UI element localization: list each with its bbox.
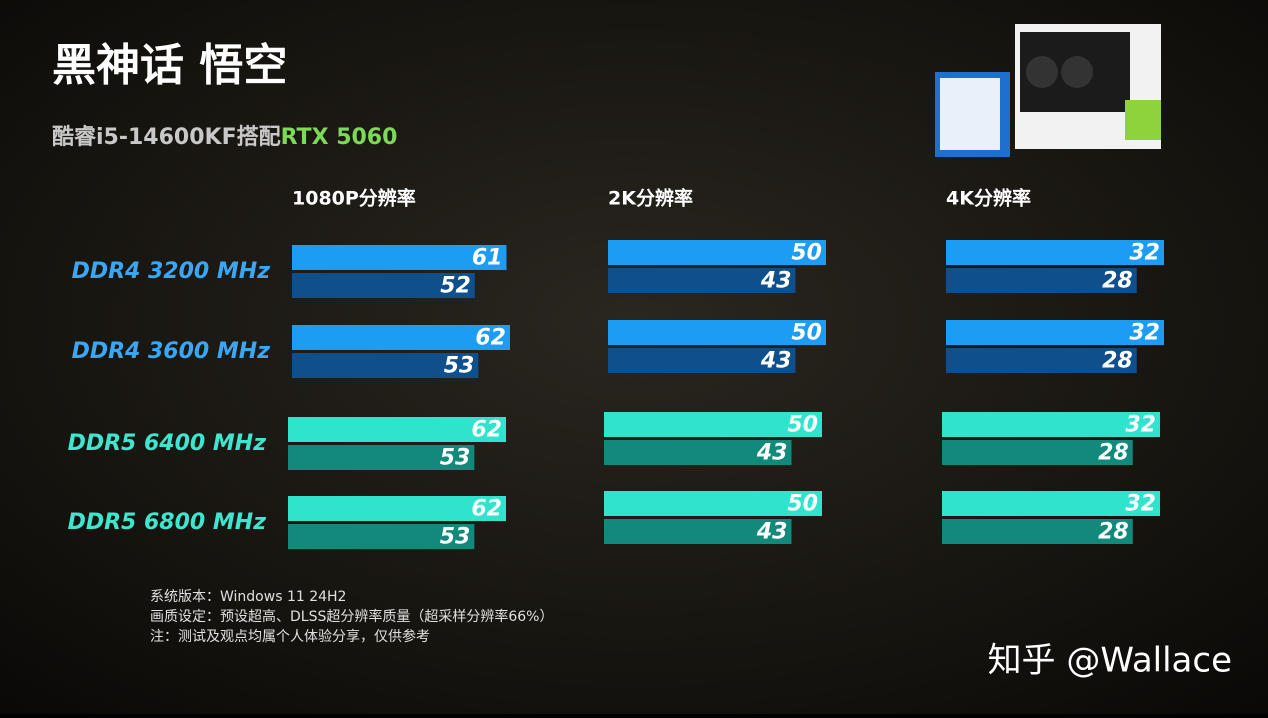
bar bbox=[604, 519, 792, 544]
panel-title: 4K分辨率 bbox=[946, 187, 1031, 210]
bar bbox=[942, 519, 1133, 544]
panel-title: 2K分辨率 bbox=[608, 187, 693, 210]
value-label: 50 bbox=[791, 321, 822, 346]
value-label: 43 bbox=[760, 349, 792, 374]
bar bbox=[608, 348, 796, 373]
title: 黑神话 悟空 bbox=[52, 40, 287, 91]
category-label: DDR5 6800 MHz bbox=[68, 510, 267, 535]
subtitle: 酷睿i5-14600KF搭配RTX 5060 bbox=[52, 125, 397, 150]
cpu-face bbox=[940, 78, 1000, 150]
bar bbox=[292, 325, 510, 350]
value-label: 43 bbox=[756, 441, 788, 466]
value-label: 43 bbox=[760, 269, 792, 294]
watermark: 知乎 @Wallace bbox=[988, 641, 1232, 681]
note: 系统版本：Windows 11 24H2 bbox=[150, 589, 346, 605]
value-label: 62 bbox=[471, 418, 502, 443]
bar bbox=[942, 440, 1133, 465]
bar bbox=[942, 491, 1160, 516]
bar bbox=[288, 524, 475, 549]
notes: 系统版本：Windows 11 24H2 画质设定：预设超高、DLSS超分辨率质量… bbox=[150, 589, 553, 645]
value-label: 32 bbox=[1129, 321, 1160, 346]
bar bbox=[946, 348, 1137, 373]
bar bbox=[946, 240, 1164, 265]
bar bbox=[288, 496, 506, 521]
bar bbox=[288, 445, 475, 470]
bar bbox=[946, 268, 1137, 293]
bar bbox=[292, 353, 479, 378]
value-label: 53 bbox=[440, 446, 471, 471]
bar bbox=[292, 245, 507, 270]
subtitle-part: 酷睿i5-14600KF搭配 bbox=[52, 125, 281, 150]
value-label: 53 bbox=[440, 525, 471, 550]
bar bbox=[608, 320, 826, 345]
value-label: 32 bbox=[1129, 241, 1160, 266]
value-label: 62 bbox=[471, 497, 502, 522]
category-label: DDR4 3200 MHz bbox=[72, 259, 271, 284]
value-label: 32 bbox=[1125, 413, 1156, 438]
value-label: 53 bbox=[444, 354, 475, 379]
value-label: 28 bbox=[1102, 269, 1133, 294]
value-label: 43 bbox=[756, 520, 788, 545]
value-label: 52 bbox=[440, 274, 471, 299]
gpu-label bbox=[1125, 100, 1161, 140]
value-label: 28 bbox=[1098, 520, 1129, 545]
bar bbox=[604, 412, 822, 437]
bar bbox=[942, 412, 1160, 437]
bar bbox=[288, 417, 506, 442]
value-label: 61 bbox=[472, 246, 503, 271]
value-label: 62 bbox=[475, 326, 506, 351]
fan bbox=[1061, 56, 1093, 88]
bar bbox=[292, 273, 475, 298]
fan bbox=[1026, 56, 1058, 88]
product-image bbox=[935, 24, 1161, 157]
category-label: DDR4 3600 MHz bbox=[72, 339, 271, 364]
value-label: 50 bbox=[791, 241, 822, 266]
note: 注：测试及观点均属个人体验分享，仅供参考 bbox=[150, 628, 430, 645]
value-label: 50 bbox=[787, 492, 818, 517]
bar bbox=[604, 440, 792, 465]
panel-title: 1080P分辨率 bbox=[292, 187, 416, 210]
value-label: 28 bbox=[1098, 441, 1129, 466]
category-label: DDR5 6400 MHz bbox=[68, 431, 267, 456]
bar bbox=[608, 268, 796, 293]
value-label: 32 bbox=[1125, 492, 1156, 517]
bar bbox=[608, 240, 826, 265]
subtitle-part: RTX 5060 bbox=[281, 125, 398, 150]
bar bbox=[946, 320, 1164, 345]
note: 画质设定：预设超高、DLSS超分辨率质量（超采样分辨率66%） bbox=[150, 608, 553, 625]
value-label: 28 bbox=[1102, 349, 1133, 374]
bar bbox=[604, 491, 822, 516]
value-label: 50 bbox=[787, 413, 818, 438]
